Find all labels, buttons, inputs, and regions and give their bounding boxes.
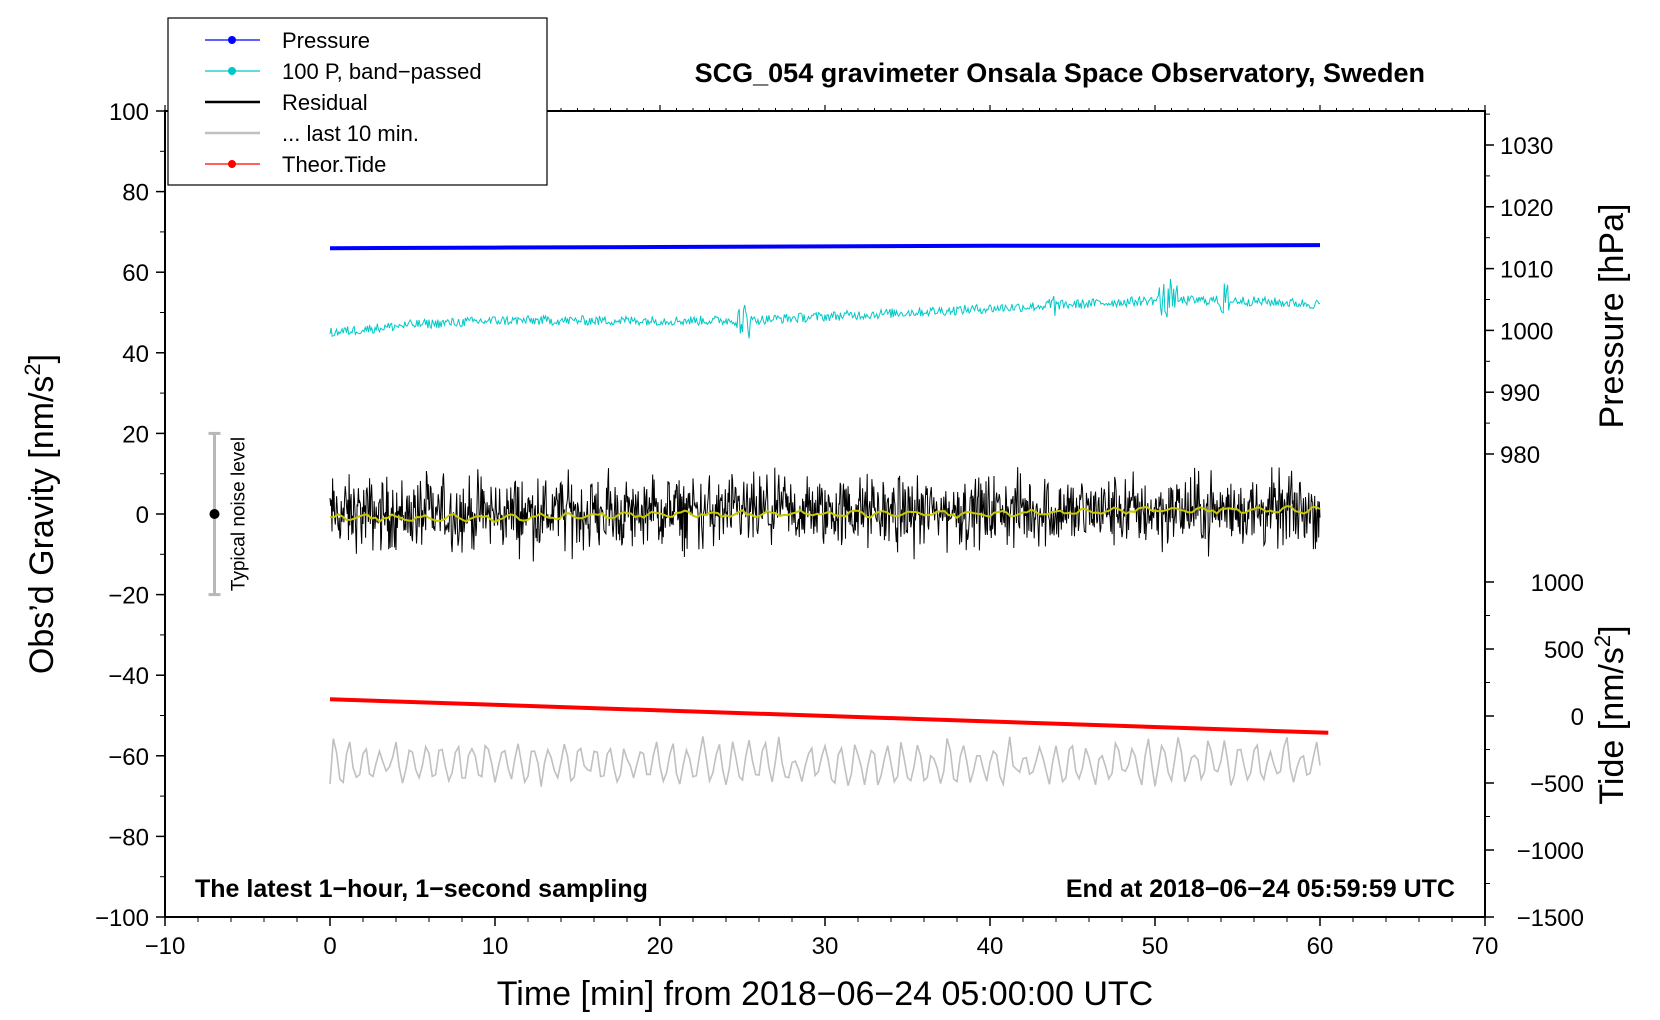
- y-tick-label: 20: [122, 421, 149, 448]
- x-axis-label: Time [min] from 2018−06−24 05:00:00 UTC: [497, 975, 1153, 1013]
- tide-axis-label: Tide [nm/s2]: [1590, 625, 1631, 804]
- y-tick-label: 0: [136, 502, 149, 529]
- legend-label: 100 P, band−passed: [282, 59, 482, 84]
- y-tick-label: −60: [108, 744, 149, 771]
- y-axis-label-text: Obs’d Gravity [nm/s: [23, 376, 61, 675]
- noise-level-indicator: Typical noise level: [208, 431, 250, 597]
- y-axis-label-close: ]: [23, 354, 61, 363]
- pressure-axis-label: Pressure [hPa]: [1593, 204, 1631, 429]
- y-tick-label: 100: [109, 99, 149, 126]
- tide-tick-label: 500: [1544, 637, 1584, 664]
- series-100-p-band-passed: [329, 278, 1321, 339]
- legend-label: Pressure: [282, 28, 370, 53]
- tide-axis-label-sup: 2: [1590, 635, 1615, 647]
- legend-marker: [228, 160, 236, 168]
- pressure-tick-label: 990: [1500, 380, 1540, 407]
- y-tick-label: 40: [122, 341, 149, 368]
- legend-items: Pressure 100 P, band−passed Residual ... la…: [205, 28, 482, 177]
- x-tick-label: 50: [1142, 933, 1169, 960]
- ticks-layer: −10 0 10 20 30 40 50 60 70100806040200−20−40−60−…: [95, 99, 1584, 960]
- legend-marker: [228, 67, 236, 75]
- annotation-right: End at 2018−06−24 05:59:59 UTC: [1066, 875, 1455, 903]
- legend-label: Theor.Tide: [282, 152, 386, 177]
- legend-label: Residual: [282, 90, 368, 115]
- y-tick-label: −80: [108, 824, 149, 851]
- tide-axis-label-close: ]: [1593, 625, 1631, 634]
- x-tick-label: 60: [1307, 933, 1334, 960]
- series-layer: [329, 243, 1329, 788]
- pressure-tick-label: 1030: [1500, 133, 1553, 160]
- tide-tick-label: −1500: [1517, 905, 1584, 932]
- tide-tick-label: 0: [1571, 704, 1584, 731]
- x-tick-label: 20: [647, 933, 674, 960]
- y-tick-label: −100: [95, 905, 149, 932]
- x-tick-label: 10: [482, 933, 509, 960]
- pressure-tick-label: 980: [1500, 442, 1540, 469]
- tide-tick-label: 1000: [1531, 570, 1584, 597]
- y-tick-label: 80: [122, 180, 149, 207]
- series-residual-smoothed: [329, 505, 1321, 524]
- x-tick-label: −10: [145, 933, 186, 960]
- pressure-tick-label: 1020: [1500, 195, 1553, 222]
- x-tick-label: 0: [323, 933, 336, 960]
- legend-marker: [228, 36, 236, 44]
- pressure-tick-label: 1000: [1500, 318, 1553, 345]
- series-residual: [329, 467, 1321, 562]
- x-tick-label: 40: [977, 933, 1004, 960]
- series-theor-tide: [329, 697, 1329, 735]
- tide-axis-label-text: Tide [nm/s: [1593, 647, 1631, 804]
- y-axis-label-sup: 2: [20, 363, 45, 375]
- legend: Pressure 100 P, band−passed Residual ... la…: [167, 17, 548, 186]
- noise-level-dot: [209, 509, 220, 519]
- tide-tick-label: −1000: [1517, 838, 1584, 865]
- annotation-left: The latest 1−hour, 1−second sampling: [195, 875, 648, 903]
- x-tick-label: 30: [812, 933, 839, 960]
- pressure-tick-label: 1010: [1500, 257, 1553, 284]
- y-tick-label: 60: [122, 260, 149, 287]
- y-tick-label: −20: [108, 583, 149, 610]
- tide-tick-label: −500: [1530, 771, 1584, 798]
- legend-label: ... last 10 min.: [282, 121, 419, 146]
- y-tick-label: −40: [108, 663, 149, 690]
- series-last-10-min: [329, 736, 1321, 788]
- noise-level-label: Typical noise level: [229, 437, 250, 591]
- y-axis-label: Obs’d Gravity [nm/s2]: [20, 354, 61, 674]
- chart-title: SCG_054 gravimeter Onsala Space Observat…: [695, 58, 1425, 88]
- x-tick-label: 70: [1472, 933, 1499, 960]
- series-pressure: [329, 243, 1321, 251]
